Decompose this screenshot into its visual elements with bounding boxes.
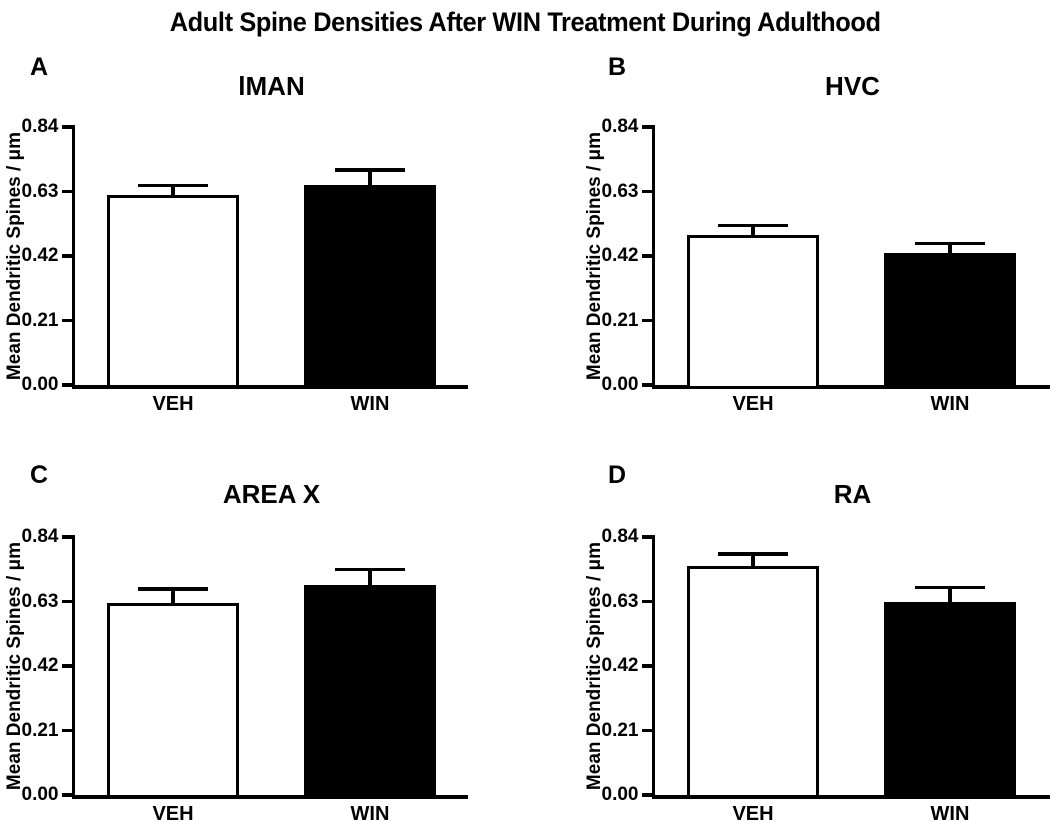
- bar-win: [304, 185, 436, 389]
- y-tick-label: 0.21: [601, 719, 639, 741]
- error-bar-cap: [915, 241, 985, 246]
- error-bar-stem: [751, 225, 755, 239]
- y-tick-label: 0.00: [601, 784, 639, 805]
- error-bar-stem: [171, 589, 175, 608]
- panel-letter: B: [608, 53, 627, 81]
- y-tick-mark: [61, 728, 72, 733]
- y-tick-label: 0.42: [601, 245, 639, 266]
- bar-win: [304, 584, 436, 799]
- y-tick-mark: [641, 664, 652, 668]
- bar-veh: [687, 566, 819, 799]
- error-bar-cap: [138, 183, 208, 188]
- error-bar-cap: [718, 223, 788, 228]
- y-tick-label: 0.42: [21, 655, 59, 676]
- error-bar-stem: [751, 553, 755, 571]
- y-tick-label: 0.21: [21, 309, 59, 331]
- figure-title: Adult Spine Densities After WIN Treatmen…: [0, 2, 1050, 39]
- y-tick-label: 0.00: [601, 374, 639, 395]
- y-tick-mark: [641, 599, 652, 604]
- y-tick-mark: [641, 189, 652, 194]
- error-bar-cap: [915, 585, 985, 590]
- panel-title: lMAN: [238, 71, 305, 101]
- x-axis-line: [71, 795, 468, 799]
- y-tick-mark: [641, 535, 652, 539]
- error-bar-cap: [718, 552, 788, 556]
- y-tick-label: 0.21: [21, 719, 59, 741]
- y-tick-mark: [641, 125, 652, 129]
- error-bar-cap: [335, 567, 405, 571]
- y-tick-mark: [61, 383, 72, 387]
- x-category-label: VEH: [732, 392, 774, 415]
- y-tick-label: 0.42: [601, 655, 639, 676]
- panel-letter: C: [30, 461, 49, 489]
- y-tick-mark: [61, 599, 72, 604]
- panel-letter: D: [608, 461, 627, 489]
- y-axis-line: [651, 535, 655, 799]
- y-tick-label: 0.63: [21, 180, 59, 202]
- bar-win: [884, 252, 1016, 389]
- y-axis-line: [71, 125, 75, 389]
- y-tick-label: 0.63: [21, 590, 59, 612]
- y-tick-label: 0.84: [601, 526, 639, 547]
- y-tick-mark: [61, 125, 72, 129]
- y-tick-label: 0.00: [21, 374, 59, 395]
- x-category-label: WIN: [930, 802, 970, 822]
- y-tick-label: 0.84: [21, 526, 59, 547]
- y-tick-label: 0.84: [601, 116, 639, 137]
- x-category-label: VEH: [152, 392, 194, 415]
- y-tick-label: 0.00: [21, 784, 59, 805]
- error-bar-stem: [368, 569, 372, 589]
- error-bar-stem: [948, 243, 952, 257]
- y-tick-label: 0.21: [601, 309, 639, 331]
- y-tick-mark: [61, 189, 72, 194]
- error-bar-stem: [948, 587, 952, 606]
- x-category-label: VEH: [732, 802, 774, 822]
- panel-letter: A: [30, 53, 49, 81]
- y-tick-label: 0.63: [601, 590, 639, 612]
- y-axis-line: [71, 535, 75, 799]
- y-tick-mark: [641, 254, 652, 258]
- x-category-label: WIN: [930, 392, 970, 415]
- x-category-label: VEH: [152, 802, 194, 822]
- panel-title: RA: [833, 479, 872, 509]
- y-tick-mark: [61, 664, 72, 668]
- x-category-label: WIN: [350, 802, 390, 822]
- x-category-label: WIN: [350, 392, 390, 415]
- bar-veh: [107, 603, 239, 799]
- y-tick-label: 0.42: [21, 245, 59, 266]
- x-axis-line: [651, 385, 1050, 389]
- x-axis-line: [651, 795, 1050, 799]
- panel-title: AREA X: [222, 479, 321, 509]
- error-bar-stem: [368, 170, 372, 190]
- y-tick-label: 0.63: [601, 180, 639, 202]
- y-tick-mark: [641, 728, 652, 733]
- y-tick-mark: [641, 383, 652, 387]
- y-tick-mark: [61, 318, 72, 323]
- y-tick-mark: [61, 254, 72, 258]
- panel-title: HVC: [825, 71, 880, 101]
- bar-win: [884, 601, 1016, 799]
- error-bar-cap: [335, 168, 405, 172]
- bar-veh: [687, 234, 819, 389]
- y-tick-mark: [641, 318, 652, 323]
- error-bar-cap: [138, 587, 208, 591]
- figure-title-text: Adult Spine Densities After WIN Treatmen…: [169, 7, 881, 37]
- y-axis-line: [651, 125, 655, 389]
- x-axis-line: [71, 385, 468, 389]
- bar-veh: [107, 194, 239, 389]
- y-tick-label: 0.84: [21, 116, 59, 137]
- y-tick-mark: [61, 535, 72, 539]
- y-tick-mark: [61, 793, 72, 797]
- y-tick-mark: [641, 793, 652, 797]
- error-bar-stem: [171, 185, 175, 199]
